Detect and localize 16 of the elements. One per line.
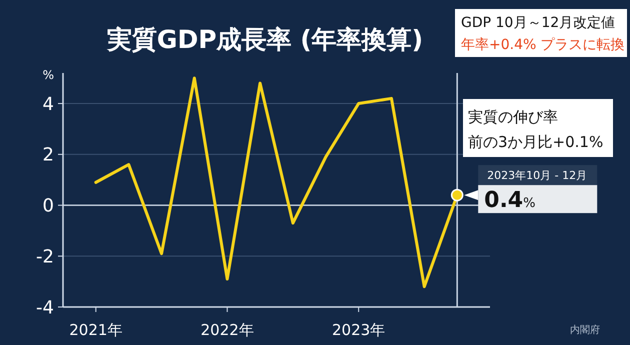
x-tick-label: 2023年 (332, 321, 386, 339)
y-tick-label: 2 (42, 144, 54, 166)
data-label: 0.4% (484, 188, 536, 214)
y-tick-label: -4 (36, 297, 54, 318)
y-tick-label: 0 (42, 196, 54, 217)
x-tick-label: 2022年 (200, 321, 254, 339)
annotation: 実質の伸び率 (468, 108, 558, 126)
annotation: 前の3か月比+0.1% (468, 133, 604, 151)
y-axis-title: % (42, 68, 54, 82)
annotation: 2023年10月 - 12月 (487, 169, 588, 182)
text: 内閣府 (570, 324, 600, 336)
y-tick-label: 4 (42, 94, 54, 115)
x-tick-label: 2021年 (69, 321, 122, 339)
chart-title: 実質GDP成長率 (年率換算) (106, 25, 424, 54)
y-tick-label: -2 (36, 246, 54, 268)
headline-box: GDP 10月～12月改定値 年率+0.4% プラスに転換 (455, 9, 627, 57)
